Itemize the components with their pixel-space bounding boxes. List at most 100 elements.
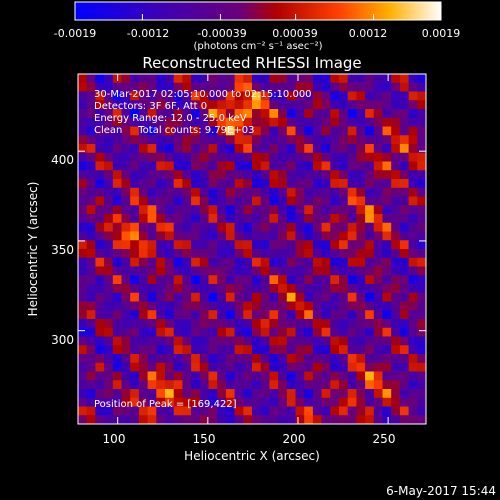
image-pixel <box>286 415 296 424</box>
image-pixel <box>156 301 166 311</box>
image-pixel <box>243 117 253 127</box>
image-pixel <box>156 397 166 407</box>
image-pixel <box>304 336 314 346</box>
image-pixel <box>278 354 288 364</box>
image-pixel <box>112 310 122 320</box>
image-pixel <box>156 222 166 232</box>
image-pixel <box>365 214 375 224</box>
image-pixel <box>199 152 209 162</box>
image-pixel <box>260 196 270 206</box>
image-pixel <box>191 135 201 145</box>
image-pixel <box>408 179 418 189</box>
image-pixel <box>95 397 105 407</box>
image-pixel <box>182 415 192 424</box>
image-pixel <box>339 91 349 101</box>
image-pixel <box>234 319 244 329</box>
image-pixel <box>165 82 175 92</box>
image-pixel <box>199 100 209 110</box>
image-pixel <box>286 126 296 136</box>
image-pixel <box>347 161 357 171</box>
image-pixel <box>260 292 270 302</box>
image-pixel <box>173 205 183 215</box>
image-pixel <box>286 144 296 154</box>
image-pixel <box>112 196 122 206</box>
image-pixel <box>399 397 409 407</box>
image-pixel <box>252 144 262 154</box>
image-pixel <box>130 275 140 285</box>
image-pixel <box>399 91 409 101</box>
image-pixel <box>156 362 166 372</box>
image-pixel <box>95 319 105 329</box>
image-pixel <box>199 135 209 145</box>
image-pixel <box>260 301 270 311</box>
image-pixel <box>391 301 401 311</box>
image-pixel <box>356 240 366 250</box>
image-pixel <box>156 389 166 399</box>
image-pixel <box>356 362 366 372</box>
image-pixel <box>95 231 105 241</box>
image-pixel <box>208 301 218 311</box>
image-pixel <box>173 292 183 302</box>
image-pixel <box>408 117 418 127</box>
image-pixel <box>138 371 148 381</box>
image-pixel <box>295 100 305 110</box>
image-pixel <box>112 222 122 232</box>
image-pixel <box>321 187 331 197</box>
image-pixel <box>347 196 357 206</box>
image-pixel <box>269 336 279 346</box>
image-pixel <box>286 406 296 416</box>
image-pixel <box>104 214 114 224</box>
image-pixel <box>243 82 253 92</box>
image-pixel <box>86 82 96 92</box>
image-pixel <box>391 327 401 337</box>
image-pixel <box>286 319 296 329</box>
image-pixel <box>217 345 227 355</box>
image-pixel <box>312 406 322 416</box>
image-pixel <box>365 327 375 337</box>
image-pixel <box>78 100 88 110</box>
image-pixel <box>347 109 357 119</box>
image-pixel <box>278 380 288 390</box>
image-pixel <box>373 327 383 337</box>
image-pixel <box>373 284 383 294</box>
image-pixel <box>156 179 166 189</box>
image-pixel <box>356 354 366 364</box>
image-pixel <box>86 214 96 224</box>
image-pixel <box>417 397 426 407</box>
image-pixel <box>365 380 375 390</box>
image-pixel <box>208 292 218 302</box>
image-pixel <box>104 301 114 311</box>
image-pixel <box>243 319 253 329</box>
image-pixel <box>121 310 131 320</box>
image-pixel <box>295 231 305 241</box>
image-pixel <box>399 354 409 364</box>
image-pixel <box>217 327 227 337</box>
image-pixel <box>330 82 340 92</box>
image-pixel <box>312 100 322 110</box>
image-pixel <box>156 214 166 224</box>
image-pixel <box>208 380 218 390</box>
image-pixel <box>243 91 253 101</box>
image-pixel <box>104 152 114 162</box>
image-pixel <box>347 222 357 232</box>
image-pixel <box>208 327 218 337</box>
image-pixel <box>95 284 105 294</box>
image-pixel <box>399 292 409 302</box>
image-pixel <box>191 126 201 136</box>
image-pixel <box>312 389 322 399</box>
image-pixel <box>391 187 401 197</box>
image-pixel <box>130 327 140 337</box>
image-pixel <box>347 144 357 154</box>
image-pixel <box>321 74 331 84</box>
image-pixel <box>399 257 409 267</box>
image-pixel <box>312 205 322 215</box>
image-pixel <box>304 144 314 154</box>
image-pixel <box>347 292 357 302</box>
image-pixel <box>182 266 192 276</box>
image-pixel <box>156 196 166 206</box>
image-pixel <box>399 126 409 136</box>
image-pixel <box>260 397 270 407</box>
image-pixel <box>138 161 148 171</box>
image-pixel <box>225 135 235 145</box>
image-pixel <box>408 214 418 224</box>
